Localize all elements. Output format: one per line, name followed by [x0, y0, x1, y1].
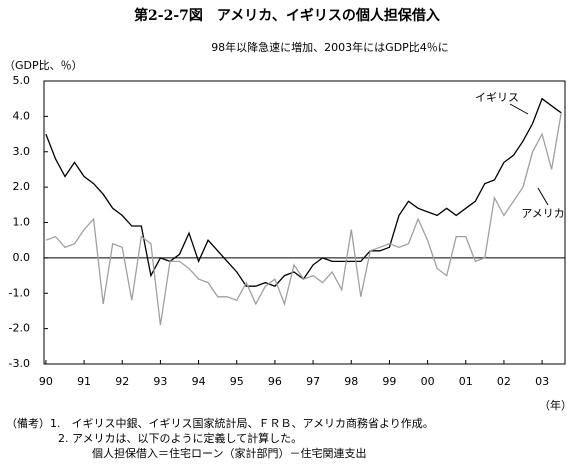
x-tick-label: 02 — [497, 375, 511, 388]
x-tick-label: 00 — [421, 375, 435, 388]
y-tick-label: -2.0 — [9, 322, 30, 335]
series-label: アメリカ — [521, 207, 564, 220]
x-tick-label: 91 — [77, 375, 91, 388]
x-tick-label: 96 — [268, 375, 282, 388]
series-label: イギリス — [475, 91, 519, 104]
leader-line — [509, 103, 529, 115]
x-tick-label: 01 — [459, 375, 473, 388]
y-tick-label: -3.0 — [9, 357, 30, 370]
y-axis-label: （GDP比、％） — [4, 59, 83, 72]
x-tick-label: 98 — [344, 375, 358, 388]
x-tick-label: 90 — [39, 375, 53, 388]
chart-title: 第2-2-7図 アメリカ、イギリスの個人担保借入 — [134, 7, 440, 24]
x-tick-label: 97 — [306, 375, 320, 388]
series-line — [45, 112, 562, 326]
y-tick-label: 3.0 — [13, 145, 31, 158]
x-tick-label: 95 — [230, 375, 244, 388]
x-tick-label: 99 — [382, 375, 396, 388]
y-tick-label: 0.0 — [13, 251, 31, 264]
y-tick-label: 2.0 — [13, 180, 31, 193]
chart-subtitle: 98年以降急速に増加、2003年にはGDP比4％に — [211, 40, 449, 54]
note: 個人担保借入＝住宅ローン（家計部門）－住宅関連支出 — [92, 446, 366, 460]
y-tick-label: -1.0 — [9, 286, 30, 299]
x-axis-label: （年） — [539, 398, 572, 412]
x-tick-label: 03 — [535, 375, 549, 388]
y-tick-label: 1.0 — [13, 216, 31, 229]
note: 2. アメリカは、以下のように定義して計算した。 — [58, 431, 302, 445]
y-tick-label: 5.0 — [13, 74, 31, 87]
leader-line — [537, 187, 549, 206]
x-tick-label: 92 — [115, 375, 129, 388]
y-tick-label: 4.0 — [13, 109, 31, 122]
x-tick-label: 94 — [192, 375, 206, 388]
plot-frame — [43, 80, 566, 365]
note: （備考）1. イギリス中銀、イギリス国家統計局、ＦＲＢ、アメリカ商務省より作成。 — [6, 416, 434, 430]
x-tick-label: 93 — [153, 375, 167, 388]
